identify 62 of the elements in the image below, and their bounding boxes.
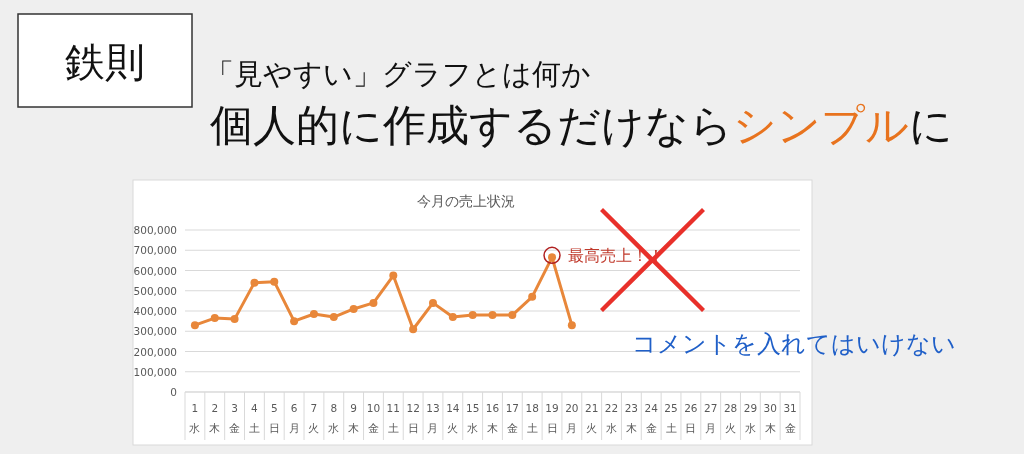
- x-tick-label: 14 火: [446, 402, 460, 434]
- x-tick-label: 5 日: [268, 402, 280, 434]
- point: [428, 298, 437, 307]
- y-tick-label: 200,000: [133, 345, 177, 358]
- point: [409, 325, 418, 334]
- point: [270, 277, 279, 286]
- y-tick-label: 100,000: [133, 365, 177, 378]
- x-tick-label: 10 金: [366, 402, 381, 434]
- x-tick-label: 23 木: [624, 402, 639, 434]
- y-tick-label: 500,000: [133, 284, 177, 297]
- x-tick-label: 18 土: [525, 402, 539, 434]
- point: [389, 271, 398, 280]
- y-tick-label: 400,000: [133, 305, 177, 317]
- x-tick-label: 30 木: [763, 402, 777, 434]
- x-tick-label: 9 木: [348, 402, 360, 434]
- annotation: コメントを入れてはいけない: [632, 330, 956, 358]
- x-tick-label: 11 土: [386, 402, 400, 434]
- x-tick-label: 1 水: [189, 402, 201, 434]
- point: [190, 321, 199, 330]
- x-tick-label: 12 日: [406, 402, 420, 434]
- y-tick-label: 800,000: [133, 224, 177, 236]
- point: [290, 317, 299, 326]
- slide-heading: 鉄則 「見やすい」グラフとは何か 個人的に作成するだけなら シンプルに: [17, 13, 953, 150]
- x-tick-label: 27 月: [704, 402, 718, 434]
- x-tick-label: 31 金: [783, 402, 797, 434]
- x-tick-label: 13 月: [426, 402, 440, 434]
- x-tick-label: 29 水: [743, 402, 758, 434]
- point: [488, 311, 497, 320]
- y-tick-label: 600,000: [133, 264, 177, 277]
- x-tick-label: 16 木: [485, 402, 500, 434]
- point: [349, 304, 358, 313]
- y-tick-label: 700,000: [133, 244, 177, 257]
- point: [567, 321, 576, 330]
- x-tick-label: 24 金: [644, 402, 659, 434]
- point: [309, 310, 318, 319]
- x-tick-label: 25 土: [664, 402, 678, 434]
- chart-title: 今月の売上状況: [417, 193, 515, 209]
- x-tick-label: 15 水: [465, 402, 480, 434]
- x-tick-label: 6 月: [288, 402, 300, 434]
- point: [468, 311, 477, 320]
- x-tick-label: 7 火: [308, 402, 320, 434]
- y-tick-label: 300,000: [133, 325, 177, 338]
- x-tick-label: 3 金: [229, 402, 241, 434]
- x-tick-label: 2 木: [209, 402, 221, 434]
- point: [230, 315, 239, 324]
- point: [369, 298, 378, 307]
- x-tick-label: 17 金: [505, 402, 520, 434]
- point: [508, 311, 517, 320]
- x-tick-label: 4 土: [248, 402, 260, 434]
- point: [250, 278, 259, 287]
- point: [210, 314, 219, 323]
- x-tick-label: 19 日: [545, 402, 559, 434]
- x-tick-label: 8 水: [328, 402, 340, 434]
- x-tick-label: 20 月: [565, 402, 579, 434]
- x-tick-label: 28 火: [723, 402, 738, 434]
- x-tick-label: 21 火: [585, 402, 599, 434]
- point: [528, 292, 537, 301]
- x-tick-label: 22 水: [604, 402, 619, 434]
- point: [448, 313, 457, 322]
- x-tick-label: 26 日: [684, 402, 698, 434]
- point: [329, 313, 338, 322]
- y-tick-label: 0: [170, 386, 177, 398]
